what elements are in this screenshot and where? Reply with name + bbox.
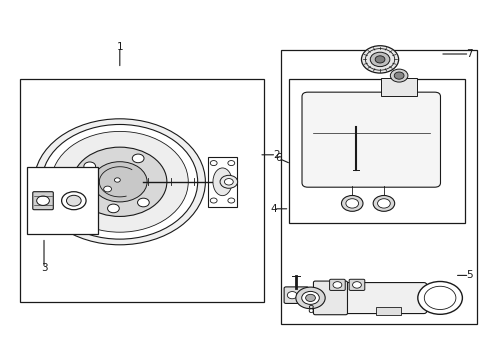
Circle shape: [137, 198, 149, 207]
Bar: [381, 78, 416, 96]
Circle shape: [341, 195, 362, 211]
Circle shape: [374, 56, 384, 63]
Circle shape: [84, 162, 96, 171]
Text: 2: 2: [272, 150, 279, 160]
Circle shape: [73, 147, 166, 216]
Text: 4: 4: [270, 204, 277, 214]
Circle shape: [352, 282, 361, 288]
Circle shape: [389, 69, 407, 82]
Text: 3: 3: [41, 263, 47, 273]
Circle shape: [301, 292, 319, 305]
Circle shape: [345, 199, 358, 208]
Text: 7: 7: [465, 49, 472, 59]
Bar: [20, 79, 264, 302]
Circle shape: [287, 292, 297, 299]
Circle shape: [34, 119, 205, 245]
Text: 5: 5: [465, 270, 472, 280]
Circle shape: [92, 162, 147, 202]
Circle shape: [417, 282, 462, 314]
Bar: [27, 167, 98, 234]
Circle shape: [305, 294, 315, 302]
Circle shape: [377, 199, 389, 208]
FancyBboxPatch shape: [348, 279, 364, 291]
Circle shape: [220, 175, 237, 188]
Circle shape: [361, 46, 398, 73]
Circle shape: [393, 72, 403, 79]
Circle shape: [372, 195, 394, 211]
FancyBboxPatch shape: [313, 281, 347, 315]
Circle shape: [210, 198, 217, 203]
Text: 1: 1: [116, 42, 123, 52]
FancyBboxPatch shape: [284, 287, 308, 303]
Circle shape: [132, 154, 144, 163]
FancyBboxPatch shape: [329, 279, 345, 291]
Bar: [281, 50, 476, 324]
Circle shape: [42, 125, 197, 239]
Circle shape: [295, 287, 325, 309]
Circle shape: [227, 198, 234, 203]
Ellipse shape: [212, 168, 231, 196]
Text: 8: 8: [306, 305, 313, 315]
Circle shape: [332, 282, 341, 288]
Circle shape: [224, 179, 233, 185]
Bar: [207, 157, 237, 207]
FancyBboxPatch shape: [302, 92, 440, 187]
Circle shape: [114, 178, 120, 182]
Circle shape: [61, 192, 86, 210]
Circle shape: [227, 161, 234, 166]
Circle shape: [37, 196, 49, 205]
Circle shape: [107, 204, 119, 213]
Circle shape: [51, 131, 188, 232]
FancyBboxPatch shape: [33, 192, 53, 210]
Circle shape: [210, 161, 217, 166]
Circle shape: [66, 195, 81, 206]
Bar: [375, 307, 400, 315]
Bar: [288, 79, 464, 223]
Text: 6: 6: [275, 153, 282, 163]
FancyBboxPatch shape: [322, 283, 426, 314]
Circle shape: [103, 186, 111, 192]
Circle shape: [369, 52, 389, 67]
